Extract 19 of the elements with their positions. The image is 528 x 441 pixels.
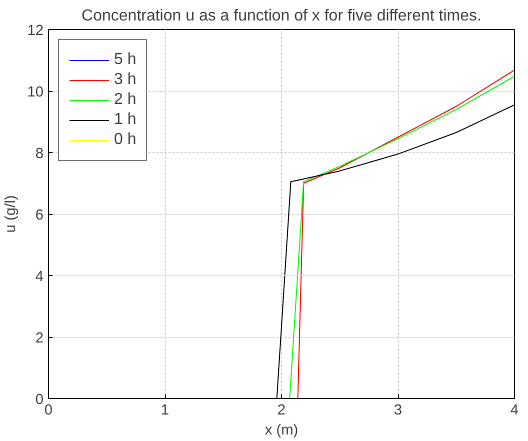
legend-label: 0 h [114,131,136,149]
chart-title: Concentration u as a function of x for five different times. [82,8,482,24]
y-axis-title: u (g/l) [3,195,20,233]
y-tick-label: 4 [35,269,44,285]
y-tick-label: 10 [27,84,44,100]
legend-label: 1 h [114,111,136,129]
x-tick-label: 2 [277,402,286,418]
legend-label: 2 h [114,91,136,109]
legend-label: 5 h [114,51,136,69]
y-tick-label: 2 [35,330,44,346]
y-tick-label: 8 [35,146,44,162]
y-tick-label: 0 [35,392,44,408]
y-tick-label: 6 [35,208,44,224]
x-tick-label: 3 [394,402,402,418]
x-axis-title: x (m) [264,422,298,438]
x-tick-label: 4 [510,402,519,418]
legend-label: 3 h [114,71,136,89]
x-tick-label: 1 [160,402,170,418]
y-tick-label: 12 [27,23,44,39]
